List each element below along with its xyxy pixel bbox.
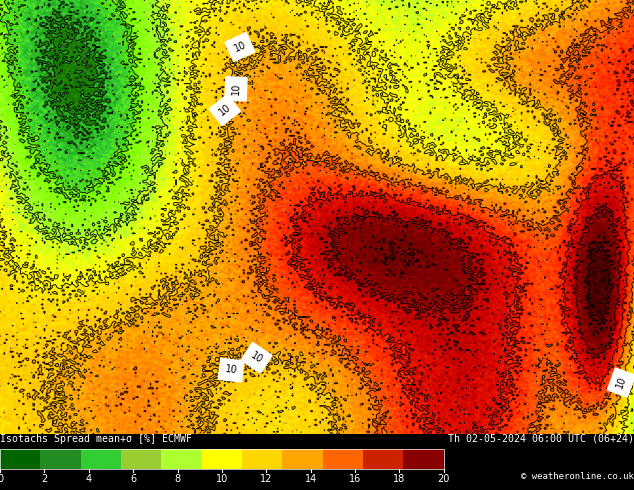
Text: 10: 10 — [231, 82, 242, 95]
Bar — [0, 449, 41, 468]
Text: 6: 6 — [130, 474, 136, 484]
Text: 16: 16 — [349, 474, 361, 484]
Bar — [162, 449, 202, 468]
Bar — [121, 449, 162, 468]
Text: 10: 10 — [216, 474, 228, 484]
Text: © weatheronline.co.uk: © weatheronline.co.uk — [521, 472, 634, 481]
Text: 12: 12 — [260, 474, 273, 484]
Bar — [363, 449, 403, 468]
Text: 18: 18 — [393, 474, 406, 484]
Text: 14: 14 — [304, 474, 317, 484]
Bar — [242, 449, 282, 468]
Text: 10: 10 — [614, 375, 628, 390]
Text: 10: 10 — [224, 365, 238, 376]
Text: 4: 4 — [86, 474, 92, 484]
Text: 0: 0 — [0, 474, 3, 484]
Text: 2: 2 — [41, 474, 48, 484]
Bar — [403, 449, 444, 468]
Text: 20: 20 — [437, 474, 450, 484]
Bar — [0, 449, 444, 468]
Text: 8: 8 — [174, 474, 181, 484]
Bar — [41, 449, 81, 468]
Bar — [323, 449, 363, 468]
Text: Isotachs Spread mean+σ [%] ECMWF: Isotachs Spread mean+σ [%] ECMWF — [0, 434, 192, 443]
Bar — [81, 449, 121, 468]
Text: Th 02-05-2024 06:00 UTC (06+24): Th 02-05-2024 06:00 UTC (06+24) — [448, 434, 634, 443]
Text: 10: 10 — [249, 350, 264, 366]
Text: 10: 10 — [217, 102, 233, 118]
Bar — [202, 449, 242, 468]
Bar — [282, 449, 323, 468]
Text: 10: 10 — [232, 40, 248, 54]
